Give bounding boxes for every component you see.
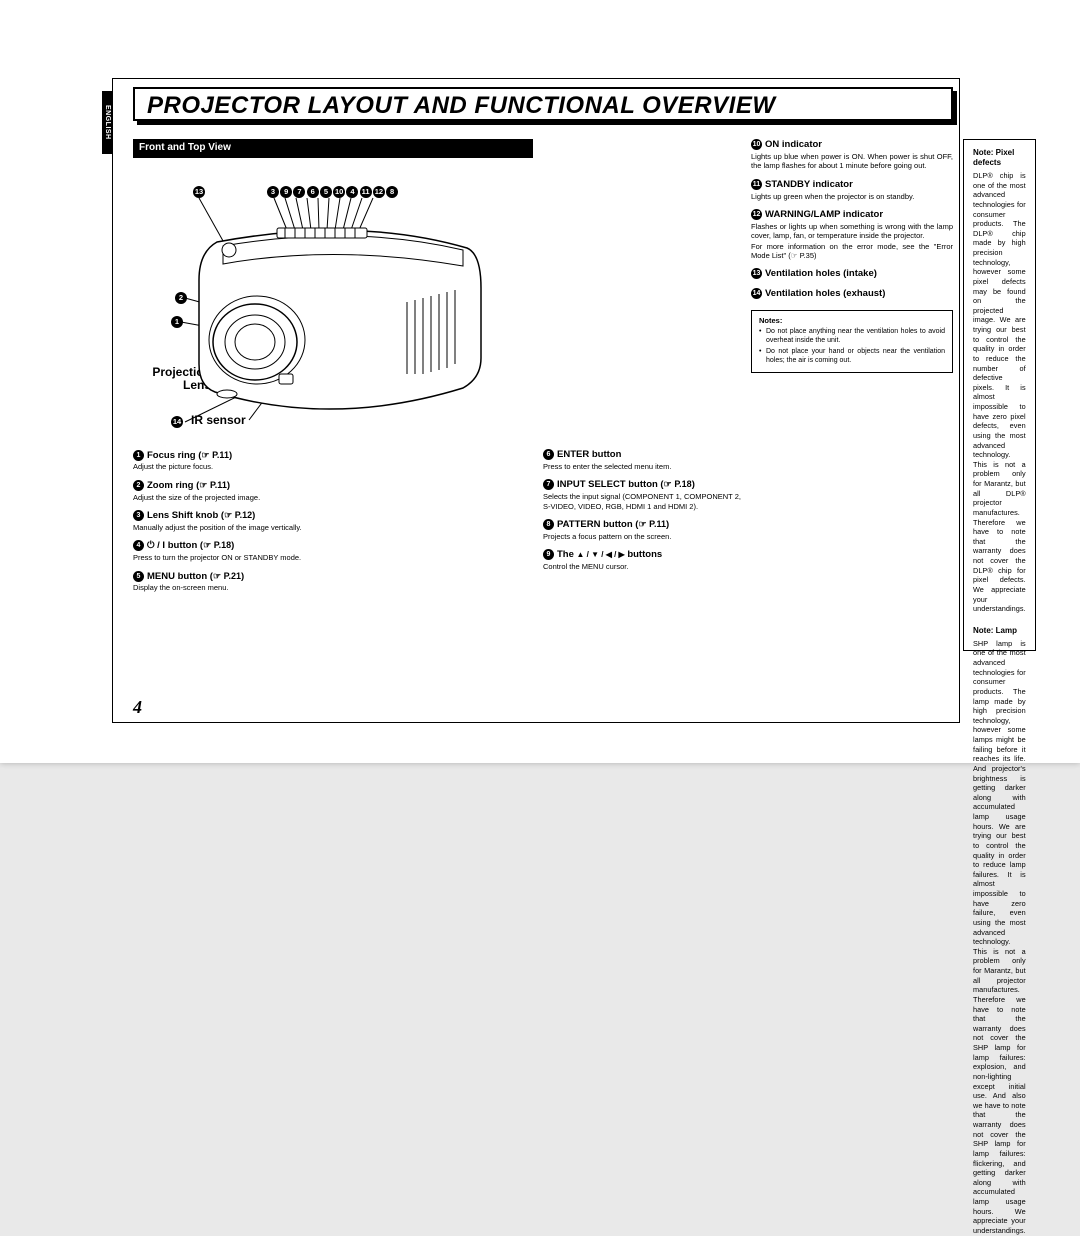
side-notes-box: Note: Pixel defects DLP® chip is one of … xyxy=(963,139,1036,651)
item-11: 11STANDBY indicator Lights up green when… xyxy=(751,179,953,201)
manual-page: ENGLISH PROJECTOR LAYOUT AND FUNCTIONAL … xyxy=(0,0,1080,763)
pixel-defects-title: Note: Pixel defects xyxy=(973,148,1026,168)
page-number: 4 xyxy=(133,697,142,718)
item-6: 6ENTER button Press to enter the selecte… xyxy=(543,449,741,471)
lamp-note-title: Note: Lamp xyxy=(973,626,1026,636)
section-bar: Front and Top View xyxy=(133,139,533,158)
lamp-note-body: SHP lamp is one of the most advanced tec… xyxy=(973,639,1026,1236)
pixel-defects-body: DLP® chip is one of the most advanced te… xyxy=(973,171,1026,614)
item-5: 5MENU button ( P.21) Display the on-scre… xyxy=(133,571,533,593)
column-2: 6ENTER button Press to enter the selecte… xyxy=(543,139,741,692)
column-4: Note: Pixel defects DLP® chip is one of … xyxy=(963,139,1036,692)
note-item: Do not place your hand or objects near t… xyxy=(759,348,945,366)
projector-diagram-icon xyxy=(157,192,497,432)
item-3: 3Lens Shift knob ( P.12) Manually adjust… xyxy=(133,510,533,532)
content-frame: ENGLISH PROJECTOR LAYOUT AND FUNCTIONAL … xyxy=(112,78,960,723)
language-tab: ENGLISH xyxy=(102,91,113,154)
item-9: 9The buttons Control the MENU cursor. xyxy=(543,549,741,571)
note-item: Do not place anything near the ventilati… xyxy=(759,328,945,346)
item-14: 14Ventilation holes (exhaust) xyxy=(751,288,953,300)
item-12: 12WARNING/LAMP indicator Flashes or ligh… xyxy=(751,209,953,260)
title-banner: PROJECTOR LAYOUT AND FUNCTIONAL OVERVIEW xyxy=(133,87,953,121)
item-1: 1Focus ring ( P.11) Adjust the picture f… xyxy=(133,450,533,472)
column-3: 10ON indicator Lights up blue when power… xyxy=(751,139,953,692)
item-13: 13Ventilation holes (intake) xyxy=(751,268,953,280)
item-10: 10ON indicator Lights up blue when power… xyxy=(751,139,953,171)
column-1: Front and Top View 13 3 9 7 6 5 10 4 1 xyxy=(133,139,533,692)
notes-box: Notes: Do not place anything near the ve… xyxy=(751,310,953,373)
item-4: 4 / I button ( P.18) Press to turn the p… xyxy=(133,540,533,562)
columns: Front and Top View 13 3 9 7 6 5 10 4 1 xyxy=(133,139,953,692)
illustration: 13 3 9 7 6 5 10 4 11 12 8 xyxy=(133,164,533,442)
item-7: 7INPUT SELECT button ( P.18) Selects the… xyxy=(543,479,741,511)
item-8: 8PATTERN button ( P.11) Projects a focus… xyxy=(543,519,741,541)
page-title: PROJECTOR LAYOUT AND FUNCTIONAL OVERVIEW xyxy=(135,89,951,123)
item-2: 2Zoom ring ( P.11) Adjust the size of th… xyxy=(133,480,533,502)
